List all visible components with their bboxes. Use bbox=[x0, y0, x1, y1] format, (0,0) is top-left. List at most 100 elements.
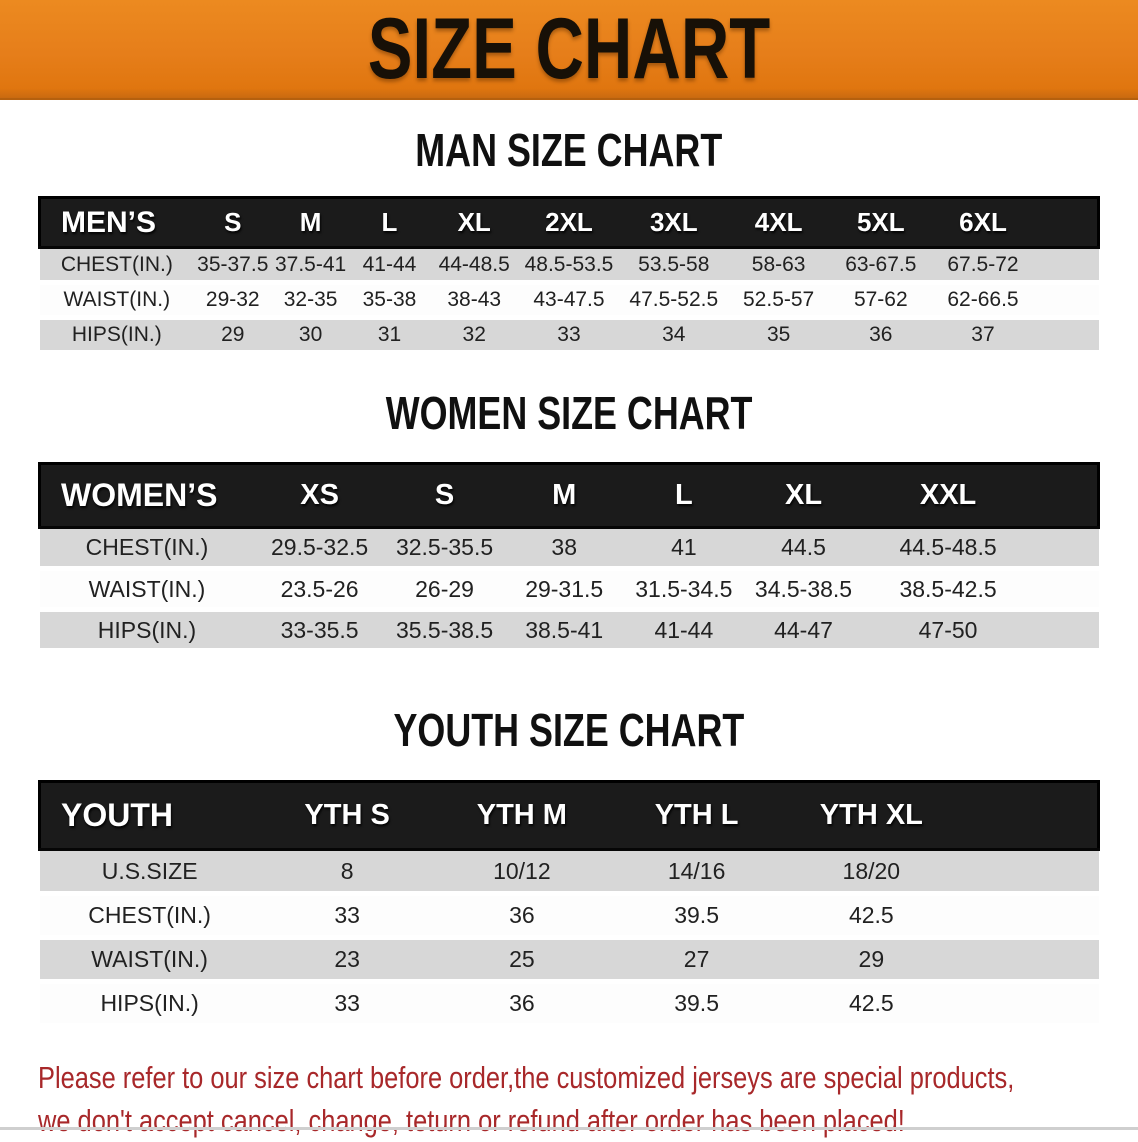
measurement-cell: 33 bbox=[259, 893, 435, 940]
table-row: CHEST(IN.) 29.5-32.5 32.5-35.5 38 41 44.5 44.5… bbox=[39, 527, 1099, 571]
measurement-cell: 62-66.5 bbox=[933, 282, 1033, 320]
measurement-cell: 38.5-41 bbox=[504, 609, 625, 653]
measurement-cell: 35-38 bbox=[349, 282, 430, 320]
size-column-header: XL bbox=[743, 462, 864, 529]
table-row: WAIST(IN.) 23.5-26 26-29 29-31.5 31.5-34.5 34… bbox=[39, 568, 1099, 612]
table-row: HIPS(IN.) 33 36 39.5 42.5 bbox=[39, 981, 1099, 1028]
size-column-header: M bbox=[504, 462, 625, 529]
size-column-header: YTH L bbox=[609, 780, 784, 851]
youth-size-section: YOUTH SIZE CHART YOUTH YTH S YTH M YTH L YTH… bbox=[0, 707, 1138, 1028]
size-column-header: 3XL bbox=[618, 196, 729, 249]
row-label: HIPS(IN.) bbox=[39, 981, 260, 1028]
header-spacer bbox=[1032, 196, 1100, 249]
size-column-header: L bbox=[349, 196, 430, 249]
measurement-cell: 14/16 bbox=[609, 849, 784, 896]
women-section-heading-text: WOMEN SIZE CHART bbox=[385, 387, 753, 439]
measurement-cell: 41 bbox=[624, 527, 744, 571]
measurement-cell: 38 bbox=[504, 527, 625, 571]
measurement-cell: 44.5 bbox=[743, 527, 864, 571]
table-row: U.S.SIZE 8 10/12 14/16 18/20 bbox=[39, 849, 1099, 896]
measurement-cell: 10/12 bbox=[434, 849, 610, 896]
measurement-cell: 31 bbox=[349, 317, 430, 355]
measurement-cell: 52.5-57 bbox=[728, 282, 829, 320]
measurement-cell: 35-37.5 bbox=[194, 247, 272, 285]
disclaimer-line-1: Please refer to our size chart before or… bbox=[38, 1060, 1015, 1095]
table-row: HIPS(IN.) 29 30 31 32 33 34 35 36 37 bbox=[39, 317, 1099, 355]
size-column-header: XXL bbox=[863, 462, 1033, 529]
size-column-header: S bbox=[194, 196, 272, 249]
measurement-cell: 34.5-38.5 bbox=[743, 568, 864, 612]
men-section-heading: MAN SIZE CHART bbox=[0, 127, 1138, 173]
row-label: WAIST(IN.) bbox=[39, 568, 255, 612]
women-section-heading: WOMEN SIZE CHART bbox=[0, 390, 1138, 436]
table-header-label: WOMEN’S bbox=[38, 462, 255, 529]
measurement-cell: 37.5-41 bbox=[271, 247, 350, 285]
measurement-cell: 29-32 bbox=[194, 282, 272, 320]
table-header-row: MEN’S S M L XL 2XL 3XL 4XL 5XL 6XL bbox=[38, 196, 1100, 249]
bottom-edge-divider bbox=[0, 1127, 1138, 1130]
measurement-cell: 39.5 bbox=[609, 893, 784, 940]
measurement-cell: 36 bbox=[434, 981, 610, 1028]
header-spacer bbox=[958, 780, 1100, 851]
measurement-cell: 8 bbox=[259, 849, 435, 896]
men-size-table: MEN’S S M L XL 2XL 3XL 4XL 5XL 6XL CHEST(IN.) 35-37… bbox=[38, 196, 1100, 355]
table-row: HIPS(IN.) 33-35.5 35.5-38.5 38.5-41 41-44 44-… bbox=[39, 609, 1099, 653]
measurement-cell: 35.5-38.5 bbox=[384, 609, 505, 653]
measurement-cell: 47.5-52.5 bbox=[618, 282, 729, 320]
youth-size-table: YOUTH YTH S YTH M YTH L YTH XL U.S.SIZE 8 10/12… bbox=[37, 780, 1100, 1028]
row-label: HIPS(IN.) bbox=[39, 317, 195, 355]
measurement-cell: 36 bbox=[828, 317, 934, 355]
measurement-cell: 44-48.5 bbox=[429, 247, 520, 285]
measurement-cell: 63-67.5 bbox=[828, 247, 934, 285]
row-spacer bbox=[958, 981, 1099, 1028]
measurement-cell: 38.5-42.5 bbox=[863, 568, 1033, 612]
measurement-cell: 44-47 bbox=[743, 609, 864, 653]
table-row: CHEST(IN.) 35-37.5 37.5-41 41-44 44-48.5 48.5… bbox=[39, 247, 1099, 285]
measurement-cell: 33 bbox=[259, 981, 435, 1028]
measurement-cell: 33 bbox=[519, 317, 619, 355]
women-size-section: WOMEN SIZE CHART WOMEN’S XS S M L XL XXL CHEST(… bbox=[0, 390, 1138, 653]
measurement-cell: 41-44 bbox=[624, 609, 744, 653]
size-column-header: XL bbox=[429, 196, 520, 249]
measurement-cell: 44.5-48.5 bbox=[863, 527, 1033, 571]
row-spacer bbox=[1032, 527, 1099, 571]
row-label: HIPS(IN.) bbox=[39, 609, 255, 653]
measurement-cell: 25 bbox=[434, 937, 610, 984]
disclaimer-line-2: we don't accept cancel, change, teturn o… bbox=[38, 1103, 905, 1138]
row-spacer bbox=[1032, 568, 1099, 612]
row-label: CHEST(IN.) bbox=[39, 893, 260, 940]
measurement-cell: 39.5 bbox=[609, 981, 784, 1028]
table-row: WAIST(IN.) 23 25 27 29 bbox=[39, 937, 1099, 984]
page-title: SIZE CHART bbox=[367, 1, 771, 97]
measurement-cell: 23.5-26 bbox=[254, 568, 385, 612]
size-column-header: S bbox=[384, 462, 505, 529]
measurement-cell: 26-29 bbox=[384, 568, 505, 612]
measurement-cell: 37 bbox=[933, 317, 1033, 355]
measurement-cell: 47-50 bbox=[863, 609, 1033, 653]
measurement-cell: 30 bbox=[271, 317, 350, 355]
table-header-label: MEN’S bbox=[38, 196, 195, 249]
size-column-header: XS bbox=[254, 462, 385, 529]
row-label: U.S.SIZE bbox=[39, 849, 260, 896]
measurement-cell: 31.5-34.5 bbox=[624, 568, 744, 612]
table-row: CHEST(IN.) 33 36 39.5 42.5 bbox=[39, 893, 1099, 940]
youth-section-heading: YOUTH SIZE CHART bbox=[0, 707, 1138, 753]
size-column-header: M bbox=[271, 196, 350, 249]
row-spacer bbox=[1032, 247, 1099, 285]
row-label: WAIST(IN.) bbox=[39, 282, 195, 320]
measurement-cell: 29-31.5 bbox=[504, 568, 625, 612]
row-label: CHEST(IN.) bbox=[39, 247, 195, 285]
measurement-cell: 53.5-58 bbox=[618, 247, 729, 285]
measurement-cell: 35 bbox=[728, 317, 829, 355]
measurement-cell: 32 bbox=[429, 317, 520, 355]
measurement-cell: 48.5-53.5 bbox=[519, 247, 619, 285]
size-column-header: L bbox=[624, 462, 744, 529]
measurement-cell: 43-47.5 bbox=[519, 282, 619, 320]
measurement-cell: 33-35.5 bbox=[254, 609, 385, 653]
measurement-cell: 41-44 bbox=[349, 247, 430, 285]
measurement-cell: 42.5 bbox=[783, 893, 959, 940]
size-column-header: 6XL bbox=[933, 196, 1033, 249]
men-size-section: MAN SIZE CHART MEN’S S M L XL 2XL 3XL 4XL 5XL 6XL… bbox=[0, 127, 1138, 355]
size-column-header: YTH M bbox=[434, 780, 610, 851]
measurement-cell: 29.5-32.5 bbox=[254, 527, 385, 571]
